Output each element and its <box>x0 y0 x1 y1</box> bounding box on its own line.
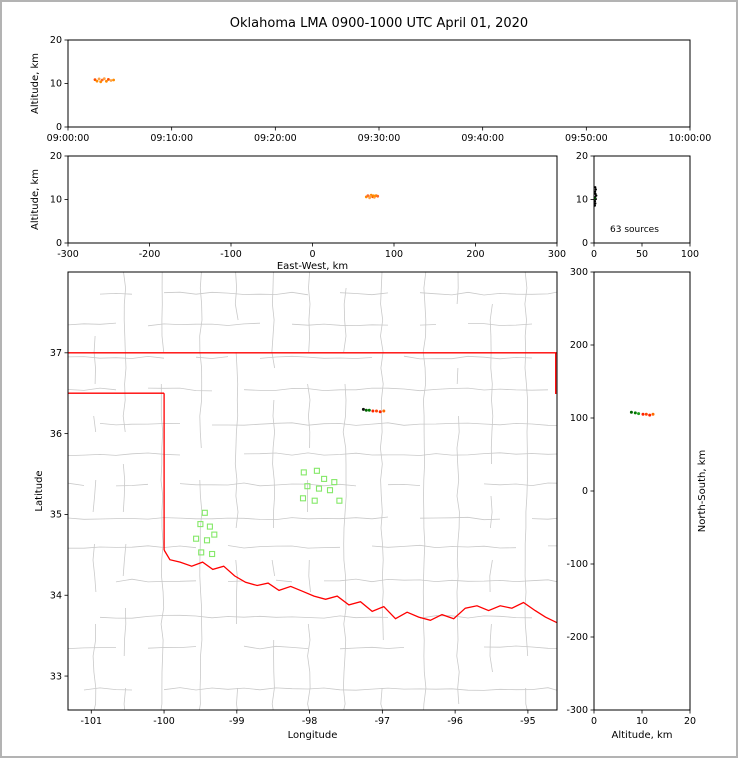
svg-text:0: 0 <box>582 486 588 497</box>
oklahoma-state-border <box>68 352 557 624</box>
svg-text:09:30:00: 09:30:00 <box>358 133 401 144</box>
svg-text:35: 35 <box>50 510 62 521</box>
svg-text:100: 100 <box>681 249 699 260</box>
svg-text:0: 0 <box>591 249 597 260</box>
svg-text:300: 300 <box>570 267 588 278</box>
svg-text:200: 200 <box>570 340 588 351</box>
svg-text:37: 37 <box>50 348 62 359</box>
time-height-panel: 09:00:00 09:10:00 09:20:00 09:30:00 09:40:00… <box>30 35 711 144</box>
vhf-sources-plan-view <box>361 407 386 414</box>
svg-text:20: 20 <box>50 151 62 162</box>
svg-text:Longitude: Longitude <box>288 730 338 741</box>
svg-text:09:20:00: 09:20:00 <box>254 133 297 144</box>
svg-text:-200: -200 <box>566 632 588 643</box>
svg-text:-300: -300 <box>566 705 588 716</box>
vhf-sources-time-height <box>93 77 115 84</box>
svg-text:Altitude, km: Altitude, km <box>30 169 41 230</box>
svg-text:-101: -101 <box>81 716 103 727</box>
svg-text:East-West, km: East-West, km <box>277 261 348 272</box>
east-west-height-panel: -300 -200 -100 0 100 200 300 0 10 20 East-West, km… <box>30 151 566 272</box>
svg-text:0: 0 <box>582 238 588 249</box>
svg-text:Latitude: Latitude <box>34 470 45 511</box>
svg-text:33: 33 <box>50 671 62 682</box>
source-count-label: 63 sources <box>610 225 659 235</box>
svg-text:Altitude, km: Altitude, km <box>612 730 673 741</box>
svg-text:10: 10 <box>636 716 648 727</box>
svg-text:10:00:00: 10:00:00 <box>669 133 712 144</box>
svg-text:300: 300 <box>548 249 566 260</box>
vhf-sources-ew-height <box>364 193 380 200</box>
svg-text:50: 50 <box>636 249 648 260</box>
svg-text:-200: -200 <box>139 249 161 260</box>
svg-text:09:00:00: 09:00:00 <box>47 133 90 144</box>
svg-text:0: 0 <box>309 249 315 260</box>
svg-text:34: 34 <box>50 590 62 601</box>
plan-view-map-panel: -101 -100 -99 -98 -97 -96 -95 33 34 35 36 37 Longitu… <box>34 271 558 741</box>
svg-text:North-South, km: North-South, km <box>697 450 708 533</box>
svg-text:20: 20 <box>576 151 588 162</box>
svg-text:09:10:00: 09:10:00 <box>150 133 193 144</box>
svg-text:10: 10 <box>50 195 62 206</box>
altitude-histogram-panel: 63 sources 0 50 100 0 10 20 <box>576 151 699 260</box>
svg-text:-96: -96 <box>447 716 463 727</box>
svg-text:-97: -97 <box>375 716 391 727</box>
nldn-flash-squares <box>193 467 343 558</box>
svg-text:100: 100 <box>385 249 403 260</box>
svg-text:09:50:00: 09:50:00 <box>565 133 608 144</box>
north-south-height-panel: 0 10 20 300 200 100 0 -100 -200 -300 Altitude, km N… <box>566 267 708 741</box>
vhf-sources-ns-height <box>629 410 655 417</box>
svg-text:100: 100 <box>570 413 588 424</box>
svg-text:200: 200 <box>466 249 484 260</box>
svg-text:20: 20 <box>50 35 62 46</box>
svg-text:-100: -100 <box>153 716 175 727</box>
svg-text:-100: -100 <box>220 249 242 260</box>
svg-text:Altitude, km: Altitude, km <box>30 53 41 114</box>
county-boundaries <box>68 272 557 710</box>
svg-text:-98: -98 <box>302 716 318 727</box>
svg-text:0: 0 <box>56 238 62 249</box>
svg-text:0: 0 <box>591 716 597 727</box>
svg-text:10: 10 <box>50 79 62 90</box>
svg-text:09:40:00: 09:40:00 <box>461 133 504 144</box>
svg-text:-100: -100 <box>566 559 588 570</box>
svg-text:-300: -300 <box>57 249 79 260</box>
svg-text:36: 36 <box>50 429 62 440</box>
svg-text:0: 0 <box>56 122 62 133</box>
svg-text:20: 20 <box>684 716 696 727</box>
svg-text:-95: -95 <box>520 716 536 727</box>
svg-text:-99: -99 <box>229 716 245 727</box>
figure-title: Oklahoma LMA 0900-1000 UTC April 01, 202… <box>230 16 528 31</box>
svg-text:10: 10 <box>576 195 588 206</box>
